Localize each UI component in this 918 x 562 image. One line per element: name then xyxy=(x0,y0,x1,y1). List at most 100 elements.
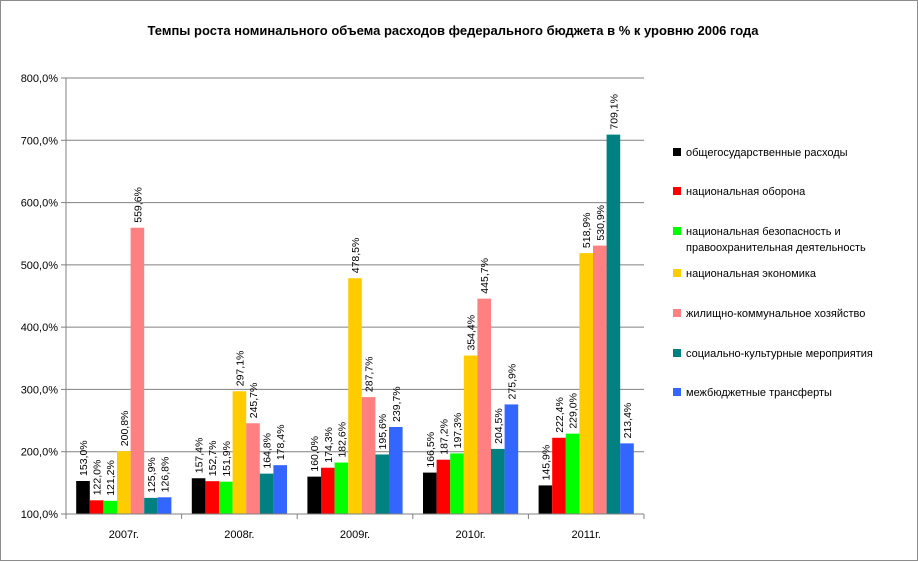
bar xyxy=(538,485,553,514)
legend-swatch xyxy=(673,148,681,156)
bar xyxy=(191,478,206,514)
data-labels: 153,0% 157,4% 160,0% 166,5% 145,9% 122,0% 152,… xyxy=(78,94,634,496)
bar xyxy=(307,476,321,514)
legend: общегосударственные расходы национальная … xyxy=(673,147,873,399)
bar xyxy=(620,443,634,514)
data-label: 160,0% xyxy=(309,436,321,472)
legend-item: национальная оборона xyxy=(673,186,806,198)
y-tick-label: 500,0% xyxy=(21,260,59,272)
legend-item: национальная безопасность и правоохраните… xyxy=(673,226,866,254)
bar xyxy=(606,134,621,514)
y-tick-label: 700,0% xyxy=(21,135,59,147)
data-label: 197,3% xyxy=(452,413,464,449)
bar xyxy=(76,480,90,514)
data-label: 478,5% xyxy=(350,238,362,274)
y-tick-label: 600,0% xyxy=(21,198,59,210)
bar xyxy=(219,481,233,514)
bar xyxy=(117,451,131,514)
legend-swatch xyxy=(673,388,681,396)
data-label: 239,7% xyxy=(391,386,403,422)
x-tick-label: 2008г. xyxy=(224,529,254,541)
bar xyxy=(491,448,505,514)
bar xyxy=(89,500,104,514)
y-axis-ticks: 100,0% 200,0% 300,0% 400,0% 500,0% 600,0% 700,… xyxy=(21,73,66,521)
bar xyxy=(232,391,247,514)
bar xyxy=(144,497,158,514)
bar xyxy=(348,278,362,514)
bar xyxy=(130,227,145,514)
data-label: 164,8% xyxy=(262,433,274,469)
legend-item: социально-культурные мероприятия xyxy=(673,348,873,360)
legend-label: социально-культурные мероприятия xyxy=(686,348,873,360)
bar xyxy=(552,437,566,514)
data-label: 174,3% xyxy=(323,427,335,463)
data-label: 245,7% xyxy=(248,383,260,419)
data-label: 187,2% xyxy=(438,419,450,455)
legend-label: жилищно-коммунальное хозяйство xyxy=(686,308,865,320)
bar xyxy=(565,433,580,514)
legend-label: межбюджетные трансферты xyxy=(686,387,832,399)
legend-swatch xyxy=(673,309,681,317)
x-tick-label: 2007г. xyxy=(109,529,139,541)
data-label: 709,1% xyxy=(608,94,620,130)
data-label: 445,7% xyxy=(479,258,491,294)
bar xyxy=(423,472,437,514)
legend-label: правоохранительная деятельность xyxy=(686,242,866,254)
bar xyxy=(389,426,403,514)
legend-item: национальная экономика xyxy=(673,268,817,280)
bar xyxy=(321,467,335,514)
bar xyxy=(436,459,451,514)
bar xyxy=(504,404,519,514)
data-label: 229,0% xyxy=(568,393,580,429)
legend-label: национальная экономика xyxy=(686,268,817,280)
bar xyxy=(450,453,464,514)
bar xyxy=(477,298,491,514)
legend-label: национальная безопасность и xyxy=(686,226,841,238)
data-label: 275,9% xyxy=(506,364,518,400)
bar xyxy=(361,397,376,514)
y-tick-label: 400,0% xyxy=(21,322,59,334)
data-label: 145,9% xyxy=(540,445,552,481)
bar xyxy=(157,497,172,514)
data-label: 121,2% xyxy=(105,460,117,496)
x-tick-label: 2011г. xyxy=(572,529,601,541)
data-label: 195,6% xyxy=(377,414,389,450)
y-tick-label: 100,0% xyxy=(21,509,59,521)
data-label: 354,4% xyxy=(466,315,478,351)
data-label: 297,1% xyxy=(234,351,246,387)
y-tick-label: 300,0% xyxy=(21,384,59,396)
data-label: 166,5% xyxy=(425,432,437,468)
data-label: 222,4% xyxy=(554,397,566,433)
bar xyxy=(579,253,593,514)
legend-swatch xyxy=(673,227,681,235)
data-label: 204,5% xyxy=(493,408,505,444)
data-label: 213,4% xyxy=(622,403,634,439)
legend-label: национальная оборона xyxy=(686,186,806,198)
legend-swatch xyxy=(673,187,681,195)
data-label: 152,7% xyxy=(207,441,219,477)
data-label: 200,8% xyxy=(119,411,131,447)
bar xyxy=(463,355,478,514)
data-label: 151,9% xyxy=(221,441,233,477)
legend-item: жилищно-коммунальное хозяйство xyxy=(673,308,865,320)
data-label: 178,4% xyxy=(275,425,287,461)
legend-item: межбюджетные трансферты xyxy=(673,387,832,399)
bar xyxy=(334,462,349,514)
data-label: 182,6% xyxy=(336,422,348,458)
y-tick-label: 200,0% xyxy=(21,447,59,459)
data-label: 126,8% xyxy=(160,457,172,493)
x-axis-ticks: 2007г. 2008г. 2009г. 2010г. 2011г. xyxy=(65,514,645,541)
bar xyxy=(375,454,389,514)
bar xyxy=(593,245,607,515)
bar xyxy=(103,500,117,514)
bars xyxy=(76,134,634,515)
bar xyxy=(273,465,287,514)
data-label: 559,6% xyxy=(132,187,144,223)
bar xyxy=(259,473,274,514)
bar xyxy=(246,423,260,514)
legend-swatch xyxy=(673,349,681,357)
data-label: 518,9% xyxy=(581,212,593,248)
data-label: 122,0% xyxy=(92,460,104,496)
y-tick-label: 800,0% xyxy=(21,73,59,85)
